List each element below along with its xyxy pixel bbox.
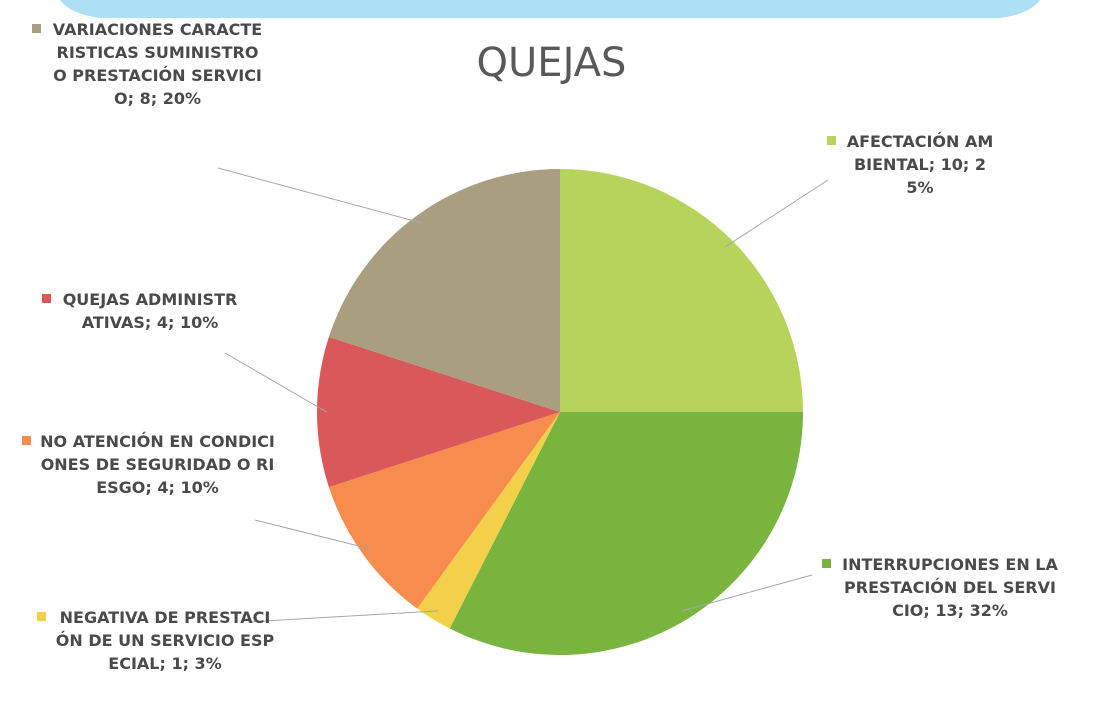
- header-band: [60, 0, 1040, 18]
- leader-line: [724, 179, 829, 248]
- legend-marker: [42, 294, 51, 303]
- chart-title: QUEJAS: [476, 40, 627, 86]
- pie-slice: [417, 412, 560, 629]
- leader-line: [681, 574, 813, 612]
- leader-line: [254, 519, 372, 550]
- data-label: QUEJAS ADMINISTRATIVAS; 4; 10%: [62, 290, 238, 332]
- legend-marker: [822, 559, 831, 568]
- pie-slice: [449, 412, 803, 655]
- pie-slice: [317, 336, 560, 488]
- pie-slice: [560, 169, 803, 412]
- data-label: VARIACIONES CARACTERISTICAS SUMINISTRO O…: [52, 20, 263, 108]
- data-label: AFECTACIÓN AMBIENTAL; 10; 25%: [846, 132, 994, 197]
- data-label: NEGATIVA DE PRESTACIÓN DE UN SERVICIO ES…: [55, 608, 275, 673]
- pie-slice: [328, 412, 560, 609]
- legend-marker: [827, 136, 836, 145]
- legend-marker: [32, 24, 41, 33]
- leader-line: [247, 610, 439, 623]
- legend-marker: [37, 612, 46, 621]
- legend-marker: [22, 436, 31, 445]
- leader-line: [217, 167, 424, 224]
- data-label: INTERRUPCIONES EN LA PRESTACIÓN DEL SERV…: [842, 555, 1058, 620]
- data-label: NO ATENCIÓN EN CONDICIONES DE SEGURIDAD …: [40, 432, 275, 497]
- leader-line: [224, 352, 327, 413]
- pie-slice: [328, 169, 560, 412]
